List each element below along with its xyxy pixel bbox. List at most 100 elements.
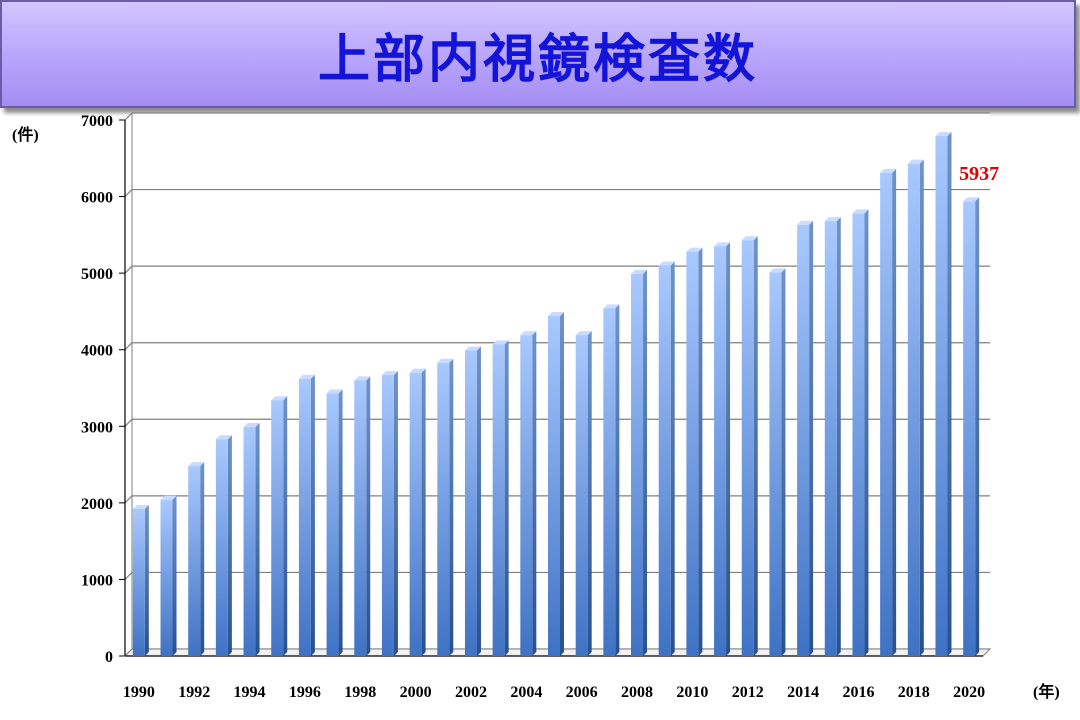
bar xyxy=(797,220,814,656)
bar xyxy=(215,435,232,656)
bar-side xyxy=(975,197,980,656)
data-label: 5937 xyxy=(959,163,999,185)
bar-side xyxy=(947,132,952,656)
bar xyxy=(880,168,897,656)
bar-front xyxy=(631,273,644,656)
bar-top xyxy=(797,220,814,225)
bar xyxy=(132,504,149,656)
bar-front xyxy=(326,393,339,656)
bar-side xyxy=(698,247,703,656)
y-tick-label: 6000 xyxy=(81,190,113,207)
bar-front xyxy=(215,439,228,656)
bar-top xyxy=(132,504,149,509)
bar-front xyxy=(658,265,671,656)
bar-side xyxy=(200,462,205,656)
chart-title: 上部内視鏡検査数 xyxy=(317,29,758,90)
bar xyxy=(935,132,952,656)
bar xyxy=(824,217,841,656)
bar-front xyxy=(741,240,754,656)
bar-top xyxy=(215,435,232,440)
gridline-depth xyxy=(124,418,133,427)
bar-side xyxy=(310,374,315,656)
bar xyxy=(271,396,288,656)
bar-side xyxy=(255,423,260,656)
bar-front xyxy=(797,224,810,656)
bar-top xyxy=(631,269,648,274)
bar-top xyxy=(464,346,481,351)
bar-top xyxy=(520,331,537,336)
x-tick-label: 2000 xyxy=(400,684,432,701)
bar-side xyxy=(172,495,177,656)
bar-side xyxy=(476,346,481,656)
gridline-depth xyxy=(124,495,133,504)
bar-side xyxy=(670,261,675,656)
bar-side xyxy=(366,376,371,656)
y-tick-label: 5000 xyxy=(81,266,113,283)
x-tick-label: 2014 xyxy=(787,684,819,701)
x-tick-label: 1998 xyxy=(344,684,376,701)
bar-front xyxy=(298,378,311,656)
y-tick-label: 2000 xyxy=(81,496,113,513)
bar-top xyxy=(769,268,786,273)
gridline-depth xyxy=(124,572,133,580)
bar-side xyxy=(532,331,537,656)
bar xyxy=(631,269,648,656)
bar-top xyxy=(603,304,620,309)
bar xyxy=(658,261,675,656)
x-tick-label: 2006 xyxy=(566,684,598,701)
bar xyxy=(963,197,980,656)
y-tick-label: 3000 xyxy=(81,419,113,436)
bar-side xyxy=(809,220,814,656)
bar-side xyxy=(615,304,620,656)
bar-front xyxy=(132,508,145,656)
gridline-depth xyxy=(124,342,133,351)
bar-front xyxy=(880,172,893,656)
x-tick-label: 1992 xyxy=(178,684,210,701)
bar-side xyxy=(393,370,398,656)
gridline-depth xyxy=(124,265,133,274)
bar-front xyxy=(963,201,976,656)
bar-side xyxy=(449,358,454,656)
bar-top xyxy=(741,236,758,241)
x-tick-label: 2020 xyxy=(953,684,985,701)
x-tick-label: 2016 xyxy=(842,684,874,701)
bar-front xyxy=(575,335,588,656)
bar xyxy=(852,209,869,656)
bar-top xyxy=(658,261,675,266)
title-banner: 上部内視鏡検査数 xyxy=(0,0,1076,108)
bar xyxy=(769,268,786,656)
bar-top xyxy=(409,368,426,373)
bar-top xyxy=(381,370,398,375)
bar xyxy=(409,368,426,656)
y-tick-label: 7000 xyxy=(81,113,113,130)
bars xyxy=(132,132,980,657)
bar xyxy=(243,423,260,656)
bar-front xyxy=(852,213,865,656)
bar-front xyxy=(935,136,948,656)
bar-top xyxy=(907,159,924,164)
bar xyxy=(464,346,481,656)
y-tick-label: 4000 xyxy=(81,343,113,360)
bar xyxy=(575,331,592,656)
bar xyxy=(492,340,509,656)
bar-side xyxy=(836,217,841,656)
y-tick-label: 0 xyxy=(105,649,113,666)
bar-front xyxy=(381,374,394,656)
bar xyxy=(714,242,731,657)
bar-front xyxy=(409,372,422,656)
x-tick-label: 2012 xyxy=(732,684,764,701)
bar xyxy=(548,312,564,656)
bar xyxy=(160,495,177,656)
x-tick-label: 2010 xyxy=(676,684,708,701)
bar-top xyxy=(492,340,509,345)
bar-front xyxy=(548,316,560,656)
bar-top xyxy=(880,168,897,173)
bar-side xyxy=(864,209,869,656)
bar-side xyxy=(421,368,426,656)
bar-front xyxy=(769,272,782,656)
bar-side xyxy=(144,504,149,656)
bar xyxy=(326,389,343,656)
bar xyxy=(298,374,315,656)
bar-top xyxy=(963,197,980,202)
